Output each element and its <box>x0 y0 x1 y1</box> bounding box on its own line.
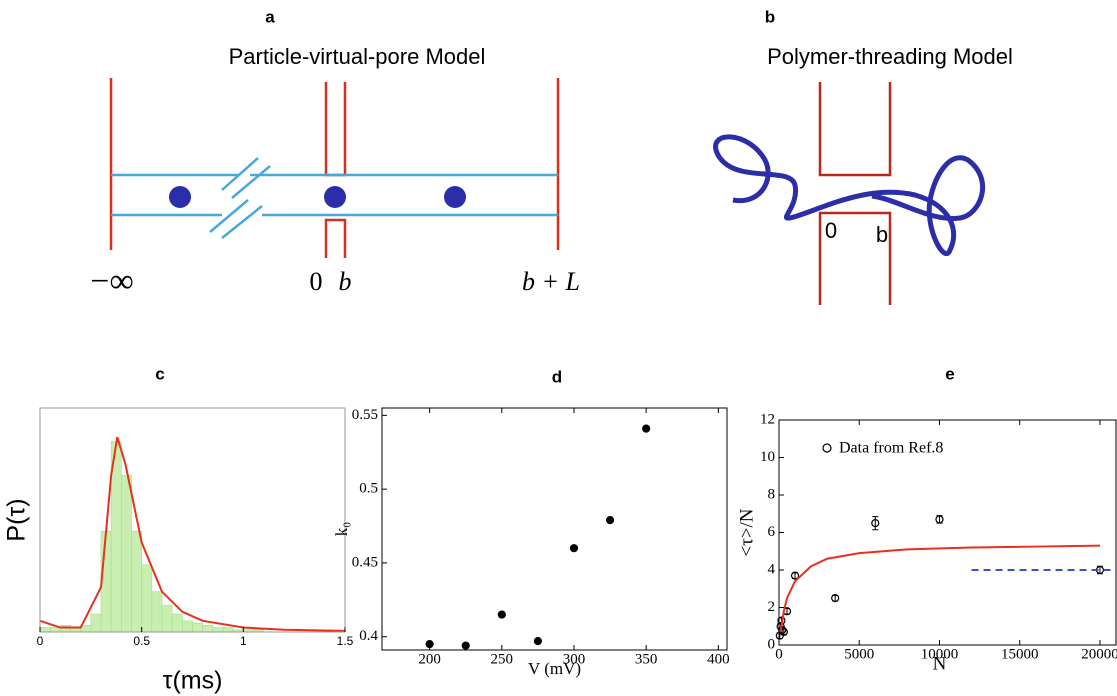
y-axis-label: k₀ <box>332 522 351 537</box>
y-tick-label: 4 <box>768 561 776 577</box>
y-tick-label: 0 <box>768 636 776 652</box>
x-tick-label: 15000 <box>1001 646 1039 662</box>
y-tick-label: 0.45 <box>352 554 378 570</box>
y-tick-label: 2 <box>768 599 776 615</box>
y-tick-label: 0.4 <box>359 628 378 644</box>
series-line <box>779 544 1100 633</box>
pore-diagram <box>109 78 560 258</box>
data-point <box>871 519 880 528</box>
x-tick-label: 300 <box>563 651 586 667</box>
x-tick-label: 350 <box>635 651 658 667</box>
x-tick-label: 5000 <box>844 646 874 662</box>
data-point <box>642 424 651 433</box>
histogram-bar <box>151 591 163 633</box>
data-point <box>497 610 506 619</box>
error-bar <box>832 594 839 602</box>
histogram-bar <box>100 530 112 633</box>
chart-title: d <box>552 367 562 386</box>
x-tick-label: 10000 <box>921 646 959 662</box>
error-bar <box>792 572 799 579</box>
data-point <box>831 594 840 603</box>
histogram-bar <box>171 613 183 633</box>
x-tick-label: 200 <box>418 651 441 667</box>
data-point <box>461 641 470 650</box>
chart-title: c <box>155 364 164 383</box>
y-axis-label: P(τ) <box>3 498 31 541</box>
y-axis-label: <τ>/N <box>736 508 757 556</box>
axis-label: b + L <box>522 267 580 296</box>
pore-label: b <box>876 222 888 247</box>
histogram-bar <box>121 474 132 633</box>
histogram-bar <box>212 627 224 633</box>
x-tick-label: 250 <box>491 651 514 667</box>
data-point <box>533 637 542 646</box>
histogram-bar <box>192 622 203 633</box>
histogram-bar <box>141 564 153 633</box>
histogram-bar <box>131 530 142 633</box>
x-tick-label: 20000 <box>1081 646 1117 662</box>
pore-label: 0 <box>825 218 837 243</box>
panel-label: b <box>765 7 775 26</box>
x-tick-label: 1.5 <box>337 634 354 648</box>
y-tick-label: 0.5 <box>359 481 378 497</box>
histogram-bar <box>182 620 193 633</box>
plot-area <box>39 436 346 633</box>
legend-label: Data from Ref.8 <box>839 440 943 457</box>
panel-title: Polymer-threading Model <box>767 44 1013 69</box>
x-axis-label: V (mV) <box>528 659 581 678</box>
axis-label: b <box>339 267 352 296</box>
plot-area <box>425 424 651 650</box>
chart-title: e <box>945 364 954 383</box>
x-tick-label: 1 <box>240 634 247 648</box>
polymer-diagram <box>713 82 986 305</box>
y-tick-label: 6 <box>768 524 776 540</box>
histogram-bar <box>222 627 234 633</box>
data-point <box>569 544 579 553</box>
data-point <box>605 516 615 525</box>
y-tick-label: 12 <box>760 411 775 427</box>
panel-title: Particle-virtual-pore Model <box>229 44 486 69</box>
histogram-bar <box>161 604 173 633</box>
y-tick-label: 10 <box>760 449 775 465</box>
histogram-bar <box>90 613 102 633</box>
fit-curve <box>39 436 346 632</box>
plot-frame <box>778 419 1117 646</box>
plot-frame <box>381 407 728 651</box>
x-tick-label: 0 <box>37 634 44 648</box>
x-axis-label: τ(ms) <box>163 667 223 695</box>
histogram-bar <box>202 624 214 633</box>
data-point <box>935 515 944 524</box>
x-axis-label: N <box>933 653 947 674</box>
x-tick-label: 0.5 <box>133 634 150 648</box>
y-tick-label: 8 <box>768 486 776 502</box>
histogram-bar <box>60 624 71 633</box>
axis-label: 0 <box>310 267 323 296</box>
panel-label: a <box>265 7 275 26</box>
y-tick-label: 0.55 <box>352 407 378 423</box>
histogram-bar <box>49 627 61 633</box>
x-tick-label: 400 <box>707 651 730 667</box>
plot-frame <box>39 407 346 633</box>
legend-marker <box>822 443 832 453</box>
x-tick-label: 0 <box>775 646 783 662</box>
axis-label: −∞ <box>90 263 133 300</box>
data-point <box>779 627 788 636</box>
error-bar <box>872 516 879 531</box>
data-point <box>790 571 800 580</box>
histogram-bar <box>39 627 51 633</box>
plot-area <box>775 515 1116 640</box>
